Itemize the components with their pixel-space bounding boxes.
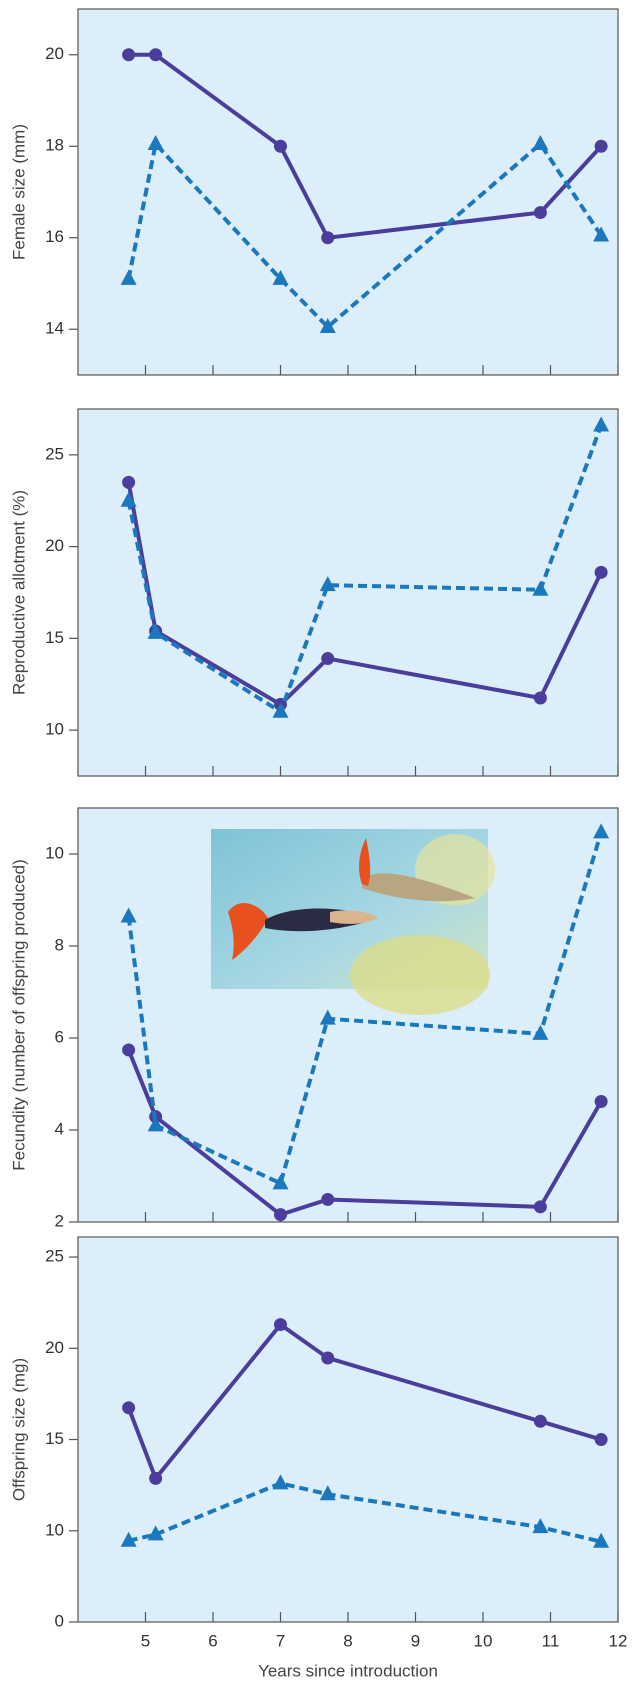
series-line bbox=[126, 139, 603, 330]
fish-head bbox=[330, 910, 378, 924]
y-axis-title: Female size (mm) bbox=[9, 124, 28, 260]
point bbox=[272, 1174, 289, 1190]
x-tick-label: 6 bbox=[208, 1631, 217, 1650]
point bbox=[319, 1485, 336, 1501]
x-tick-label: 12 bbox=[609, 1631, 628, 1650]
point bbox=[533, 1414, 547, 1428]
x-tick-label: 11 bbox=[542, 1631, 560, 1650]
x-tick-label: 7 bbox=[276, 1631, 285, 1650]
point bbox=[122, 475, 136, 489]
x-axis-title: Years since introduction bbox=[258, 1661, 438, 1680]
fish-tail bbox=[359, 838, 371, 886]
fish-body bbox=[362, 873, 475, 902]
point bbox=[594, 565, 608, 579]
point bbox=[532, 134, 549, 150]
y-tick-label: 10 bbox=[45, 720, 64, 739]
point bbox=[593, 416, 610, 432]
series-line bbox=[126, 1321, 602, 1483]
x-tick-label: 10 bbox=[474, 1631, 493, 1650]
y-tick-label: 4 bbox=[55, 1119, 64, 1138]
x-tick-label: 5 bbox=[141, 1631, 150, 1650]
point bbox=[122, 1401, 136, 1415]
point bbox=[593, 823, 610, 839]
y-axis-title: Reproductive allotment (%) bbox=[9, 490, 28, 695]
point bbox=[533, 1200, 547, 1214]
point bbox=[319, 317, 336, 333]
point bbox=[120, 491, 137, 507]
y-tick-label: 15 bbox=[45, 1429, 64, 1448]
point bbox=[532, 580, 549, 596]
point bbox=[147, 623, 164, 639]
point bbox=[120, 269, 137, 285]
y-tick-label: 8 bbox=[55, 935, 64, 954]
point bbox=[594, 139, 608, 153]
y-axis-title: Fecundity (number of offspring produced) bbox=[9, 859, 28, 1171]
y-tick-label: 18 bbox=[45, 136, 64, 155]
x-tick-label: 9 bbox=[411, 1631, 420, 1650]
series-line bbox=[126, 424, 604, 715]
point bbox=[593, 1532, 610, 1548]
point bbox=[274, 1208, 287, 1222]
fish-tail bbox=[228, 902, 268, 960]
y-tick-label: 0 bbox=[55, 1611, 64, 1630]
y-tick-label: 20 bbox=[45, 1338, 64, 1357]
y-tick-label: 25 bbox=[45, 1247, 64, 1266]
y-tick-label: 15 bbox=[45, 628, 64, 647]
point bbox=[533, 206, 547, 220]
point bbox=[120, 1531, 137, 1547]
point bbox=[149, 1471, 163, 1485]
point bbox=[122, 1043, 136, 1057]
point bbox=[274, 1318, 287, 1332]
y-tick-label: 20 bbox=[45, 44, 64, 63]
point bbox=[593, 226, 610, 242]
point bbox=[321, 231, 335, 245]
point bbox=[272, 1474, 289, 1490]
point bbox=[319, 576, 336, 592]
plot-area bbox=[77, 8, 619, 376]
point bbox=[532, 1518, 549, 1534]
y-tick-label: 25 bbox=[45, 444, 64, 463]
y-tick-label: 2 bbox=[55, 1211, 64, 1230]
point bbox=[149, 48, 163, 62]
y-tick-label: 14 bbox=[45, 319, 64, 338]
point bbox=[147, 1525, 164, 1541]
point bbox=[272, 269, 289, 285]
y-tick-label: 6 bbox=[55, 1027, 64, 1046]
point bbox=[274, 139, 287, 153]
series-line bbox=[126, 831, 604, 1187]
y-tick-label: 10 bbox=[45, 1520, 64, 1539]
point bbox=[532, 1024, 549, 1040]
y-tick-label: 16 bbox=[45, 227, 64, 246]
point bbox=[272, 702, 289, 718]
guppy-photo bbox=[211, 829, 495, 1015]
y-tick-label: 10 bbox=[45, 843, 64, 862]
point bbox=[533, 691, 547, 705]
point bbox=[120, 907, 137, 923]
plot-area bbox=[77, 1236, 619, 1623]
point bbox=[594, 1433, 608, 1447]
point bbox=[147, 134, 164, 150]
x-tick-label: 8 bbox=[343, 1631, 352, 1650]
photo-leaf bbox=[350, 935, 490, 1015]
y-axis-title: Offspring size (mg) bbox=[9, 1358, 28, 1501]
series-line bbox=[126, 482, 603, 707]
point bbox=[321, 1192, 335, 1206]
series-line bbox=[128, 1481, 602, 1544]
point bbox=[147, 1116, 164, 1132]
point bbox=[122, 48, 136, 62]
point bbox=[321, 652, 335, 666]
point bbox=[594, 1094, 608, 1108]
y-tick-label: 20 bbox=[45, 536, 64, 555]
point bbox=[319, 1009, 336, 1025]
point bbox=[321, 1351, 335, 1365]
